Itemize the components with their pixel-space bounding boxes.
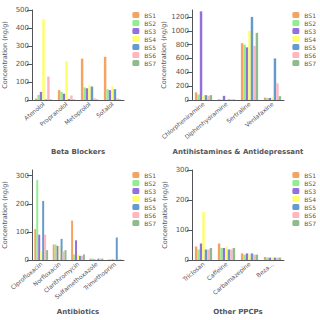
svg-text:Sertraline: Sertraline <box>224 100 252 125</box>
svg-text:200: 200 <box>16 200 29 208</box>
svg-text:BS1: BS1 <box>304 12 316 19</box>
svg-text:BS5: BS5 <box>304 204 316 211</box>
svg-text:BS2: BS2 <box>304 20 316 27</box>
svg-text:Beza...: Beza... <box>255 260 275 279</box>
svg-text:Trimethoprim: Trimethoprim <box>81 260 118 293</box>
svg-text:Chlorpheniramine: Chlorpheniramine <box>160 100 206 141</box>
svg-text:100: 100 <box>16 228 29 236</box>
svg-text:300: 300 <box>176 166 189 174</box>
svg-text:BS6: BS6 <box>144 52 156 59</box>
svg-text:500: 500 <box>16 6 29 14</box>
svg-text:0: 0 <box>25 96 29 104</box>
svg-text:BS4: BS4 <box>144 36 156 43</box>
svg-text:Antibiotics: Antibiotics <box>57 308 99 316</box>
svg-text:Norfloxacin: Norfloxacin <box>31 260 62 288</box>
svg-text:BS3: BS3 <box>304 28 316 35</box>
svg-text:Propranolol: Propranolol <box>38 100 69 128</box>
svg-text:BS4: BS4 <box>304 36 316 43</box>
svg-text:0: 0 <box>185 96 189 104</box>
svg-text:Antihistamines & Antidepressan: Antihistamines & Antidepressant <box>173 148 304 156</box>
svg-text:BS2: BS2 <box>304 180 316 187</box>
svg-text:Triclosan: Triclosan <box>180 260 205 283</box>
svg-text:BS2: BS2 <box>144 180 156 187</box>
svg-text:600: 600 <box>176 54 189 62</box>
svg-text:BS5: BS5 <box>144 204 156 211</box>
svg-text:BS1: BS1 <box>144 172 156 179</box>
svg-text:BS6: BS6 <box>304 52 316 59</box>
svg-text:Sulfamethoxazole: Sulfamethoxazole <box>53 260 99 301</box>
svg-text:300: 300 <box>16 172 29 180</box>
svg-text:0: 0 <box>25 256 29 264</box>
svg-text:BS5: BS5 <box>144 44 156 51</box>
svg-text:1000: 1000 <box>171 27 189 35</box>
svg-text:Carbamazepine: Carbamazepine <box>211 260 252 297</box>
svg-text:200: 200 <box>16 60 29 68</box>
svg-text:Concentration (ng/g): Concentration (ng/g) <box>161 181 169 249</box>
svg-text:BS7: BS7 <box>144 60 156 67</box>
svg-text:BS6: BS6 <box>304 212 316 219</box>
svg-text:Atenolol: Atenolol <box>22 100 46 122</box>
svg-text:BS1: BS1 <box>304 172 316 179</box>
svg-text:Beta Blockers: Beta Blockers <box>51 148 105 156</box>
svg-text:200: 200 <box>176 82 189 90</box>
svg-text:100: 100 <box>16 78 29 86</box>
svg-text:BS4: BS4 <box>144 196 156 203</box>
svg-text:BS7: BS7 <box>144 220 156 227</box>
svg-text:800: 800 <box>176 41 189 49</box>
svg-text:BS7: BS7 <box>304 60 316 67</box>
svg-text:BS1: BS1 <box>144 12 156 19</box>
svg-text:100: 100 <box>176 226 189 234</box>
svg-text:BS5: BS5 <box>304 44 316 51</box>
svg-text:BS3: BS3 <box>144 28 156 35</box>
svg-text:Ciprofloxacin: Ciprofloxacin <box>9 260 44 291</box>
svg-text:300: 300 <box>16 42 29 50</box>
svg-text:BS7: BS7 <box>304 220 316 227</box>
svg-text:BS3: BS3 <box>144 188 156 195</box>
svg-text:1200: 1200 <box>171 13 189 21</box>
svg-text:200: 200 <box>176 196 189 204</box>
svg-text:Venlafaxine: Venlafaxine <box>243 100 275 128</box>
svg-text:400: 400 <box>16 24 29 32</box>
svg-text:Concentration (ng/g): Concentration (ng/g) <box>1 21 9 89</box>
svg-text:400: 400 <box>176 68 189 76</box>
svg-text:Metoprolol: Metoprolol <box>63 100 93 127</box>
svg-text:Concentration (ng/g): Concentration (ng/g) <box>1 181 9 249</box>
svg-text:BS2: BS2 <box>144 20 156 27</box>
svg-text:Caffeine: Caffeine <box>205 260 229 282</box>
svg-text:Concentration (ng/g): Concentration (ng/g) <box>160 21 168 89</box>
svg-text:Sotalol: Sotalol <box>95 100 115 119</box>
svg-text:Clarithromycin: Clarithromycin <box>42 260 81 294</box>
svg-text:0: 0 <box>185 256 189 264</box>
svg-text:BS3: BS3 <box>304 188 316 195</box>
svg-text:Other PPCPs: Other PPCPs <box>213 308 263 316</box>
svg-text:Diphenhydramine: Diphenhydramine <box>183 100 230 141</box>
svg-text:BS4: BS4 <box>304 196 316 203</box>
svg-text:BS6: BS6 <box>144 212 156 219</box>
